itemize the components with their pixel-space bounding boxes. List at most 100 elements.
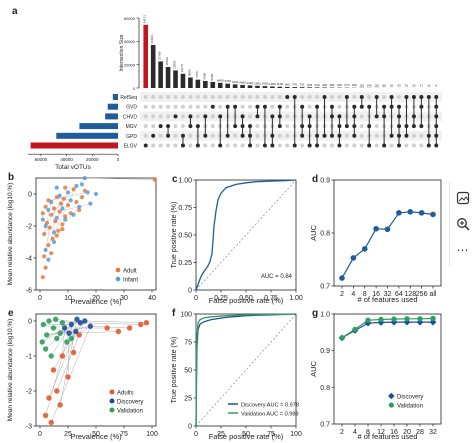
panel-a-matrix-dot: [307, 95, 312, 99]
panel-a-matrix-dot: [203, 143, 208, 148]
panel-e-link-line: [55, 319, 81, 323]
panel-a-matrix-dot: [270, 95, 275, 99]
panel-e-point: [48, 419, 54, 426]
panel-a-matrix-dot: [143, 104, 148, 109]
toolbar-image-search-button[interactable]: [450, 186, 474, 210]
panel-a-matrix-dot: [173, 114, 178, 119]
panel-e-legend-label: Validation: [117, 409, 143, 415]
panel-a-matrix-dot: [248, 114, 253, 119]
panel-a-matrix-dot: [240, 143, 245, 148]
panel-g-ytick-label: 0.7: [320, 422, 330, 429]
panel-a-intersection-label: 6000: [202, 72, 206, 79]
panel-c-xtick-label: 0.50: [239, 295, 253, 302]
panel-a-intersection-bar: [299, 87, 305, 88]
panel-e-point: [61, 325, 68, 331]
panel-a-intersection-bar: [195, 79, 201, 88]
panel-a-xlabel: Total vOTUs: [55, 164, 92, 171]
panel-a-intersection-label: 5200: [210, 73, 214, 80]
panel-a-intersection-label: 9000: [187, 69, 191, 76]
panel-a-matrix-dot: [188, 143, 193, 148]
panel-b-point: [74, 183, 79, 189]
panel-a-matrix-dot: [210, 124, 215, 129]
panel-a-matrix-dot: [158, 95, 163, 99]
panel-g-point: [339, 335, 345, 341]
panel-a-matrix-dot: [173, 104, 178, 109]
panel-b-point: [42, 231, 47, 237]
panel-b-point: [43, 223, 48, 229]
panel-b-point: [44, 220, 50, 225]
panel-e-label: e: [8, 308, 14, 319]
panel-e-point: [57, 330, 63, 336]
panel-e-point: [143, 320, 150, 326]
panel-a-intersection-label: 18010: [165, 57, 169, 66]
panel-b-point: [85, 190, 90, 195]
panel-b-legend-swatch: [115, 276, 121, 282]
panel-a-matrix-dot: [195, 95, 200, 99]
panel-e-point: [57, 402, 63, 408]
panel-a-intersection-label: 448: [322, 83, 327, 87]
panel-e-legend-label: Discovery: [117, 400, 143, 406]
panel-a-intersection-label: 6: [435, 83, 437, 87]
panel-a-matrix-dot: [233, 124, 238, 129]
panel-e-point: [48, 353, 54, 359]
panel-a-matrix-dot: [233, 133, 238, 138]
panel-e-point: [68, 321, 75, 328]
panel-a-matrix-dot: [411, 124, 416, 129]
panel-a-matrix-dot: [166, 114, 171, 119]
panel-e-xlabel: Prevalence (%): [70, 432, 122, 441]
panel-e-link-line: [51, 324, 72, 357]
panel-d-point: [361, 246, 368, 252]
toolbar-more-button[interactable]: ⋯: [450, 238, 474, 262]
panel-a-matrix-dot: [359, 124, 364, 129]
panel-g-xtick-label: 2: [340, 429, 344, 436]
panel-b-point: [51, 239, 57, 245]
panel-a-set-label: GVD: [126, 105, 137, 111]
panel-a-matrix-dot: [180, 104, 185, 109]
panel-d-xtick-label: 256: [416, 291, 428, 298]
panel-f-diagonal: [195, 313, 297, 427]
panel-f-ytick-label: 50: [184, 368, 192, 375]
panel-c-ytick-label: 0: [188, 288, 192, 295]
panel-a-intersection-label: 3100: [232, 80, 239, 84]
panel-a-matrix-dot: [188, 104, 193, 109]
panel-d-line: [341, 211, 434, 279]
panel-d-ytick-label: 0.9: [320, 178, 330, 185]
panel-d-point: [339, 275, 345, 281]
panel-a-matrix-dot: [158, 133, 163, 138]
panel-a-ytick-label: 0: [133, 86, 136, 91]
panel-f-xtick-label: 0: [194, 431, 198, 438]
panel-b-point: [77, 207, 82, 213]
panel-d-xlabel: # of features used: [357, 295, 417, 304]
panel-a-matrix-dot: [374, 133, 379, 138]
panel-a-matrix-dot: [180, 114, 185, 119]
panel-a-matrix-stripe: [140, 130, 442, 141]
panel-g-label: g: [312, 308, 318, 319]
panel-a-matrix-stripe: [140, 111, 442, 122]
panel-d-xtick-label: all: [429, 291, 436, 298]
panel-a-intersection-bar: [210, 81, 216, 88]
panel-c-xtick-label: 1.00: [289, 295, 303, 302]
panel-a-intersection-label: 3700: [224, 79, 231, 83]
panel-g-xtick-label: 12: [377, 429, 385, 436]
panel-g-legend-swatch: [388, 392, 395, 400]
panel-a-matrix-dot: [374, 143, 379, 148]
panel-d-ylabel: AUC: [309, 225, 318, 241]
toolbar-zoom-in-button[interactable]: [450, 212, 474, 236]
panel-g-ytick-label: 0.8: [320, 385, 330, 392]
panel-b-point: [58, 201, 64, 206]
panel-a-matrix-dot: [188, 124, 193, 129]
panel-a-matrix-dot: [300, 143, 305, 148]
panel-a-matrix-dot: [195, 114, 200, 119]
panel-a-intersection-bar: [277, 86, 283, 88]
panel-b-link-line: [51, 177, 85, 215]
panel-a-intersection-bar: [262, 86, 268, 88]
panel-a-intersection-label: 12174: [180, 64, 184, 73]
panel-a-matrix-dot: [315, 95, 320, 99]
panel-f-xtick-label: 25: [217, 431, 225, 438]
panel-a-matrix-dot: [240, 95, 245, 99]
panel-b-point: [60, 222, 65, 227]
panel-a-matrix-dot: [285, 114, 290, 119]
panel-f-legend-label: Validation AUC = 0.989: [241, 411, 299, 417]
panel-a-matrix-dot: [359, 114, 364, 119]
panel-a-intersection-label: 43: [397, 83, 401, 87]
